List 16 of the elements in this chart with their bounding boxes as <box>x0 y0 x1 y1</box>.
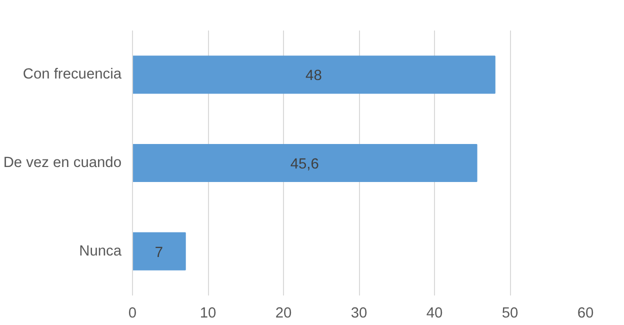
y-tick-label: De vez en cuando <box>3 155 122 171</box>
data-label: 45,6 <box>290 156 319 172</box>
x-tick-label: 10 <box>200 306 216 322</box>
x-tick-label: 40 <box>426 306 443 322</box>
x-tick-label: 20 <box>275 306 292 322</box>
x-tick-label: 60 <box>577 306 594 322</box>
bar <box>132 56 496 94</box>
data-label: 7 <box>154 244 164 261</box>
x-tick-label: 30 <box>350 306 368 322</box>
y-tick-label: Nunca <box>79 243 122 260</box>
data-label: 48 <box>306 68 322 84</box>
bar <box>132 144 478 182</box>
y-tick-label: Con frecuencia <box>22 66 122 83</box>
x-tick-label: 0 <box>128 306 137 322</box>
bar <box>132 232 186 270</box>
x-tick-label: 50 <box>502 306 518 322</box>
